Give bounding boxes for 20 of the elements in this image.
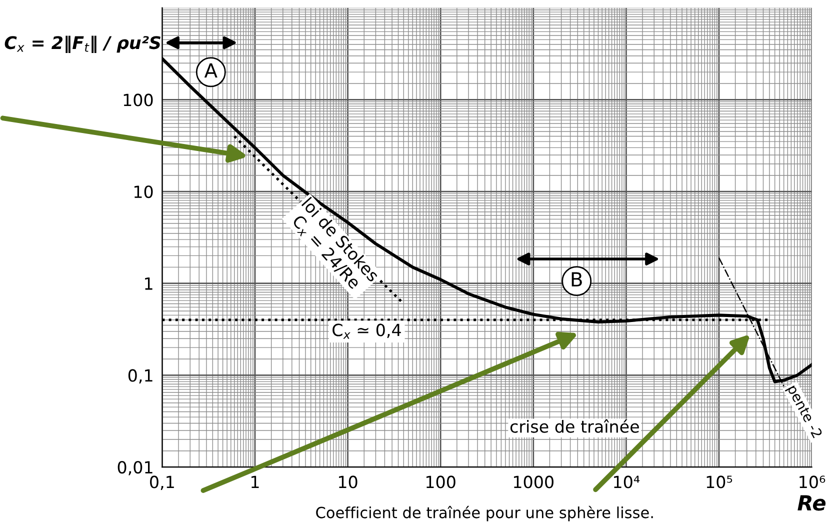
x-tick-label: 0,1 bbox=[150, 476, 174, 490]
x-tick-label: 100 bbox=[426, 476, 456, 488]
x-tick-label: 1 bbox=[252, 476, 259, 488]
x-tick-label: 10⁴ bbox=[614, 476, 640, 488]
x-tick-label: 10⁶ bbox=[800, 476, 826, 488]
annotation: B bbox=[572, 272, 582, 286]
annotation: crise de traînée bbox=[510, 419, 639, 433]
x-tick-label: 1000 bbox=[514, 476, 554, 488]
annotation: C$_{x}$ ≃ 0,4 bbox=[332, 324, 401, 339]
y-tick-label: 0,01 bbox=[118, 461, 152, 476]
y-tick-label: 1 bbox=[145, 278, 152, 290]
y-tick-label: 0,1 bbox=[128, 369, 152, 384]
x-axis-title: Re bbox=[798, 495, 826, 511]
y-tick-label: 100 bbox=[124, 94, 153, 106]
text: Coefficient de traînée pour une sphère lisse. bbox=[316, 506, 653, 522]
annotation: A bbox=[204, 63, 218, 78]
x-tick-label: 10⁵ bbox=[706, 476, 732, 488]
x-tick-label: 10 bbox=[339, 476, 358, 488]
y-tick-label: 10 bbox=[134, 185, 153, 198]
y-axis-title: C$_{x}$ = 2‖F$_{t}$‖ / ρu²S bbox=[4, 36, 160, 54]
